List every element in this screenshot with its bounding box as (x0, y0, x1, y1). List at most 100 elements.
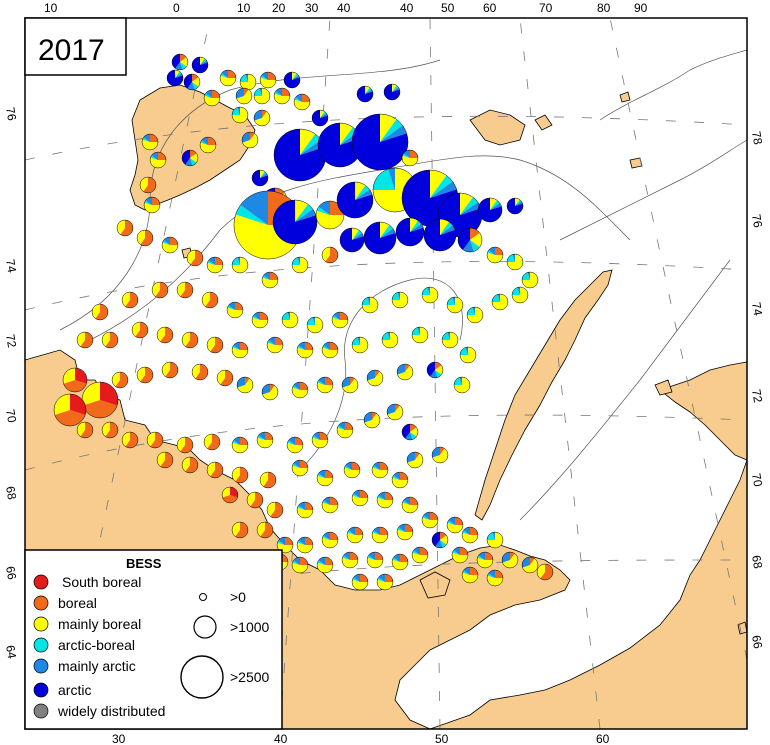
pie-slice (317, 382, 333, 393)
pie-slice (257, 437, 273, 448)
pie-slice (455, 517, 463, 525)
pie-outline (316, 376, 334, 394)
pie-slice (143, 177, 156, 193)
pie-outline (311, 431, 329, 449)
pie-slice (372, 532, 388, 543)
pie-slice (175, 62, 183, 71)
pie-slice (260, 173, 268, 178)
pie-slice (200, 140, 208, 145)
pie-slice (305, 502, 313, 510)
depth-contour-5 (559, 139, 748, 241)
station-pie (206, 336, 224, 354)
pie-slice (100, 382, 119, 406)
station-pie (296, 536, 314, 554)
pie-outline (251, 311, 269, 329)
pie-slice (463, 567, 470, 575)
pie-slice (227, 307, 243, 318)
station-pie (283, 71, 301, 89)
pie-outline (136, 366, 154, 384)
pie-slice (502, 553, 518, 569)
pie-slice (540, 564, 554, 580)
station-pie (176, 436, 194, 454)
pie-slice (237, 257, 240, 265)
pie-slice (101, 332, 110, 347)
legend-item-south-boreal: South boreal (33, 574, 141, 590)
pie-slice (486, 575, 503, 586)
pie-slice (352, 462, 360, 470)
pie-slice (412, 327, 420, 335)
pie-slice (392, 475, 400, 480)
station-pie (136, 366, 154, 384)
pie-slice (260, 522, 274, 538)
station-pie (411, 326, 429, 344)
pie-slice (220, 73, 228, 78)
pie-slice (462, 570, 470, 575)
pie-slice (352, 579, 368, 590)
pie-slice (297, 540, 305, 545)
pie-slice (522, 557, 530, 568)
station-pie (486, 569, 504, 587)
pie-slice (292, 562, 308, 573)
pie-slice (292, 75, 300, 80)
pie-outline (183, 73, 201, 91)
pie-outline (235, 87, 253, 105)
pie-slice (322, 537, 338, 548)
station-pie (491, 293, 509, 311)
station-pie (316, 376, 334, 394)
pie-slice (232, 107, 240, 115)
pie-outline (259, 71, 277, 89)
pie-outline (396, 363, 414, 381)
pie-slice (184, 74, 192, 89)
pie-slice (460, 197, 478, 215)
station-pie (401, 149, 419, 167)
pie-slice (182, 150, 190, 165)
pie-slice (316, 206, 330, 215)
pie-outline (486, 569, 504, 587)
pie-outline (206, 336, 224, 354)
pie-slice (192, 77, 200, 87)
pie-slice (162, 362, 170, 377)
pie-slice (312, 435, 320, 440)
pie-slice (347, 530, 355, 535)
pie-slice (274, 129, 327, 181)
station-pie (181, 456, 199, 474)
pie-outline (281, 311, 299, 329)
pie-slice (220, 75, 236, 86)
pie-outline (381, 331, 399, 349)
pie-slice (402, 502, 418, 513)
station-pie (411, 546, 429, 564)
pie-slice (317, 475, 333, 486)
pie-slice (452, 552, 468, 563)
pie-slice (323, 532, 330, 540)
station-pie (331, 311, 349, 329)
pie-slice (407, 453, 423, 469)
pie-slice (232, 257, 240, 265)
pie-slice (292, 463, 300, 468)
pie-slice (120, 220, 133, 237)
pie-outline (391, 471, 409, 489)
pie-slice (305, 342, 313, 350)
pie-slice (165, 362, 178, 379)
pie-slice (461, 572, 478, 583)
pie-outline (431, 531, 449, 549)
pie-slice (260, 77, 276, 88)
top-lon-label: 10 (237, 1, 251, 15)
pie-slice (262, 275, 270, 280)
right-lat-label: 70 (749, 472, 765, 488)
pie-slice (250, 132, 255, 140)
size-circle-large (180, 655, 224, 699)
station-pie (363, 411, 381, 429)
pie-slice (497, 294, 500, 302)
pie-outline (336, 181, 374, 219)
pie-outline (316, 556, 334, 574)
pie-slice (470, 567, 478, 575)
pie-slice (235, 467, 248, 484)
pie-slice (415, 452, 420, 460)
station-pie (151, 281, 169, 299)
station-pie (261, 271, 279, 289)
pie-outline (101, 331, 119, 349)
graticule-parallel-2 (24, 414, 748, 471)
station-pie (199, 136, 217, 154)
station-pie (251, 311, 269, 329)
pie-slice (287, 312, 290, 320)
